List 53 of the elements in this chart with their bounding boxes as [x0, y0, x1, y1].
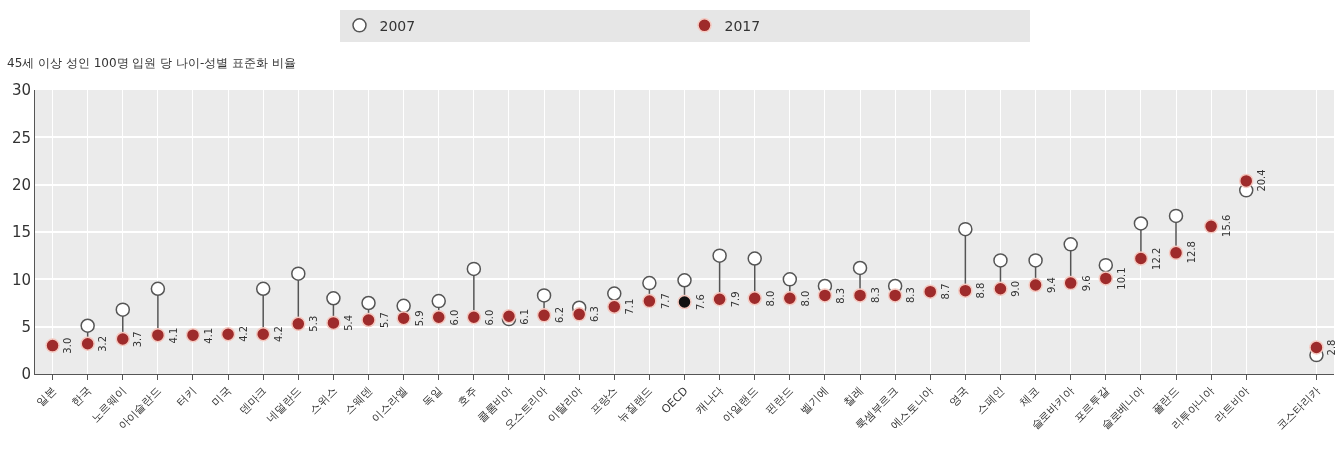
data-label: 6.1 — [519, 308, 531, 325]
data-label: 5.4 — [343, 314, 355, 331]
data-label: 5.3 — [307, 315, 319, 332]
data-label: 8.8 — [975, 282, 987, 299]
data-label: 6.3 — [589, 306, 601, 323]
y-tick-label: 20 — [11, 175, 31, 194]
x-tick-label: 한국 — [68, 384, 94, 410]
data-label: 12.8 — [1185, 241, 1197, 264]
legend-label: 2007 — [379, 17, 416, 34]
data-label: 8.0 — [764, 290, 776, 307]
data-label: 3.7 — [132, 331, 144, 348]
x-tick-label: 독일 — [420, 384, 445, 410]
data-label: 2.8 — [1326, 339, 1338, 356]
data-label: 9.0 — [1010, 280, 1022, 297]
data-label: 6.0 — [449, 309, 461, 326]
data-label: 5.7 — [378, 312, 390, 329]
x-tick-label: 터키 — [174, 384, 199, 410]
data-label: 9.6 — [1081, 275, 1093, 292]
y-tick-label: 30 — [11, 81, 31, 100]
data-label: 7.9 — [729, 291, 741, 308]
data-label: 8.3 — [835, 287, 846, 304]
data-label: 20.4 — [1255, 169, 1267, 192]
y-tick-label: 0 — [21, 365, 31, 384]
data-label: 8.7 — [940, 283, 952, 300]
legend-label: 2017 — [724, 17, 761, 34]
x-tick-label: 호주 — [455, 384, 480, 410]
x-tick-label: 일본 — [33, 384, 59, 410]
data-label: 10.1 — [1115, 267, 1127, 290]
data-label: 8.3 — [905, 287, 917, 304]
data-label: 7.1 — [623, 298, 635, 315]
data-label: 4.2 — [238, 325, 250, 342]
y-tick-label: 25 — [11, 128, 31, 147]
data-label: 8.0 — [800, 290, 812, 307]
y-tick-label: 15 — [11, 223, 31, 242]
data-label: 3.2 — [97, 335, 109, 352]
y-tick-label: 10 — [11, 270, 31, 289]
data-label: 12.2 — [1150, 247, 1162, 270]
data-label: 6.0 — [484, 309, 496, 326]
data-label: 3.0 — [62, 337, 74, 354]
data-label: 8.3 — [870, 287, 882, 303]
y-axis-title: 45세 이상 성인 100명 입원 당 나이-성별 표준화 비율 — [7, 56, 297, 70]
data-label: 4.1 — [203, 327, 215, 344]
data-label: 7.7 — [659, 293, 671, 309]
data-label: 9.4 — [1046, 277, 1058, 294]
data-label: 4.1 — [168, 327, 180, 344]
data-label: 4.2 — [273, 326, 285, 342]
x-tick-label: 미국 — [209, 384, 235, 410]
data-label: 15.6 — [1221, 214, 1233, 237]
y-tick-label: 5 — [21, 317, 31, 336]
x-tick-label: 영국 — [946, 384, 972, 410]
data-label: 7.6 — [694, 294, 706, 311]
data-label: 6.2 — [554, 306, 566, 323]
data-label: 5.9 — [413, 310, 425, 327]
